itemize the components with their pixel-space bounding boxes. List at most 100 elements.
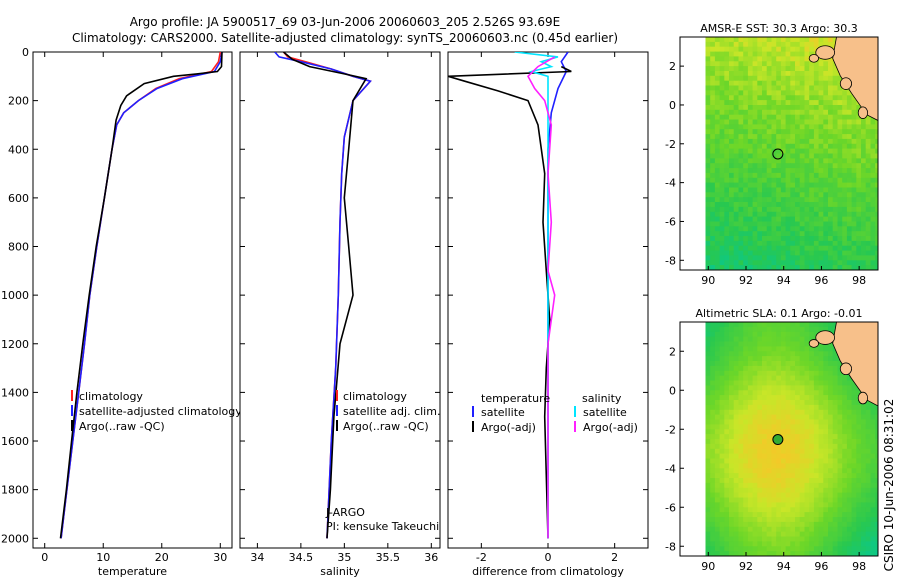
sst_map-cell [870, 153, 876, 159]
sla_map-cell [705, 361, 711, 367]
sst_map-cell [804, 192, 810, 198]
sst_map-cell [762, 192, 768, 198]
sla_map-cell [752, 429, 758, 435]
sla_map-cell [865, 507, 871, 513]
sst_map-cell [710, 124, 716, 130]
sla_map-cell [828, 478, 834, 484]
sst_map-cell [813, 153, 820, 159]
sla_map-cell [705, 404, 711, 411]
sst_map-cell [747, 37, 754, 43]
sla_map-cell [705, 439, 711, 445]
sla_map-cell [780, 414, 787, 421]
sla_map-cell [776, 331, 782, 338]
sst_map-cell [861, 231, 867, 237]
sst_map-cell [795, 177, 801, 184]
sst_map-cell [738, 245, 744, 252]
sst_map-cell [710, 46, 716, 53]
sla_map-cell [865, 551, 871, 556]
sla_map-cell [710, 541, 716, 547]
sst_map-cell [837, 124, 843, 130]
sst_map-cell [729, 168, 735, 174]
sla_map-cell [747, 517, 754, 523]
sla_map-cell [729, 468, 735, 474]
sst_map-cell [846, 172, 853, 179]
sst_map-cell [837, 143, 843, 150]
sla_map-cell [856, 390, 862, 396]
sst_map-cell [752, 221, 758, 227]
salinity-x-tick-label: 35 [337, 551, 351, 564]
sla_map-cell [714, 551, 721, 556]
sla_map-cell [795, 419, 801, 425]
sla_map-cell [766, 336, 772, 343]
sla_map-cell [729, 326, 735, 333]
sst_map-cell [809, 211, 815, 218]
sla_map-cell [705, 414, 711, 421]
sla_map-cell [724, 458, 730, 464]
sla_map-cell [757, 443, 763, 450]
sst_map-cell [823, 100, 829, 106]
sst_map-cell [762, 85, 768, 91]
sla_map-cell [865, 512, 871, 518]
sla_map-cell [780, 546, 787, 552]
sla_map-cell [842, 521, 848, 528]
sla_map-cell [804, 341, 810, 347]
sst_map-cell [738, 168, 744, 174]
sla_map-cell [705, 443, 711, 450]
sla_map-cell [714, 390, 721, 396]
sla_map-cell [846, 385, 853, 391]
sla_map-cell [733, 375, 739, 382]
sla_map-cell [799, 322, 805, 328]
sst_map-cell [757, 71, 763, 77]
sla_map-island [839, 362, 852, 376]
sst_map-cell [776, 265, 782, 270]
sla_map-cell [752, 395, 758, 401]
sst_map-cell [780, 85, 787, 91]
sla_map-cell [828, 541, 834, 547]
sla_map-cell [846, 414, 853, 421]
sst_map-cell [743, 236, 749, 242]
sst_map-cell [818, 172, 824, 179]
sla_map-cell [870, 429, 876, 435]
sst_map-cell [733, 41, 739, 48]
sst_map-cell [842, 226, 848, 232]
sst_map-cell [719, 95, 725, 101]
sst_map-y-tick-label: -8 [665, 254, 676, 267]
sla_map-cell [813, 443, 820, 450]
sla_map-cell [719, 336, 725, 343]
sla_map-cell [832, 419, 838, 425]
sla_map-cell [818, 390, 824, 396]
sst_map-cell [780, 182, 787, 189]
sla_map-cell [795, 380, 801, 386]
sst_map-frame [679, 36, 879, 271]
sla_map-cell [762, 409, 768, 416]
sst_map-cell [752, 129, 758, 135]
sla_map-cell [743, 492, 749, 499]
sla_map-cell [875, 526, 878, 533]
sla_map-cell [875, 409, 878, 416]
sst_map-cell [861, 148, 867, 155]
sla_map-cell [738, 473, 744, 479]
sla_map-cell [747, 507, 754, 513]
sla_map-cell [837, 468, 843, 474]
sla_map-cell [762, 531, 768, 538]
sla_map-cell [719, 521, 725, 528]
sst_map-cell [780, 211, 787, 218]
sst_map-cell [724, 46, 730, 53]
sla_map-cell [804, 526, 810, 533]
sst_map-cell [813, 240, 820, 247]
sla_map-cell [785, 365, 791, 372]
sst_map-cell [799, 56, 805, 62]
sla_map-cell [804, 536, 810, 542]
sst_map-cell [714, 236, 721, 242]
sst_map-cell [752, 109, 758, 116]
sst_map-cell [832, 80, 838, 87]
sst_map-cell [861, 119, 867, 125]
sst_map-cell [813, 245, 820, 252]
sla_map-cell [804, 502, 810, 508]
sla_map-cell [724, 453, 730, 460]
sst_map-cell [747, 211, 754, 218]
sla_map-cell [832, 365, 838, 372]
sla_map-cell [851, 478, 857, 484]
sst_map-cell [870, 148, 876, 155]
sla_map-cell [856, 434, 862, 440]
